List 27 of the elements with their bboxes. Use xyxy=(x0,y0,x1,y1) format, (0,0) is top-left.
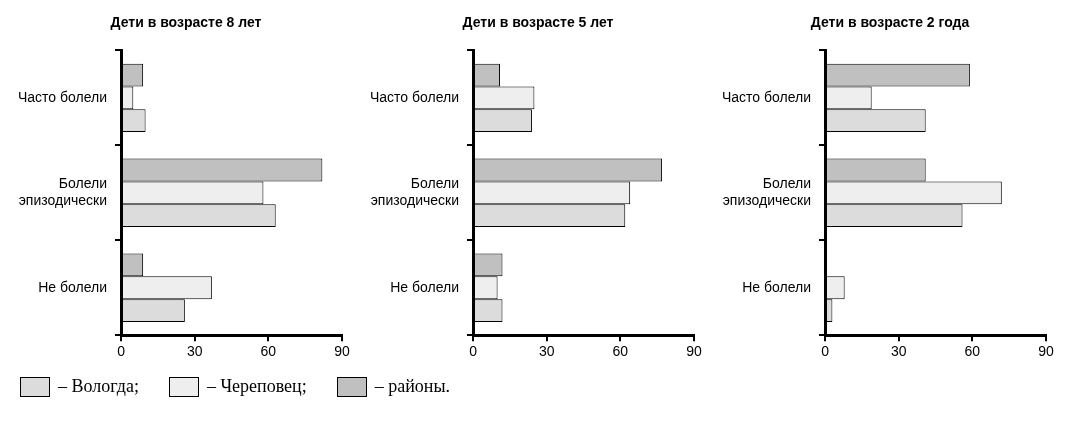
x-tick-label: 90 xyxy=(1038,343,1054,360)
y-tick-label: Не болели xyxy=(390,278,460,295)
chart-title: Дети в возрасте 5 лет xyxy=(461,13,615,32)
y-tick-label: Не болели xyxy=(38,278,108,295)
x-tick-label: 0 xyxy=(469,343,478,360)
y-tick-label: Часто болели xyxy=(369,88,460,105)
x-tick-label: 0 xyxy=(117,343,126,360)
y-tick-label: Болели эпизодически xyxy=(370,175,460,209)
y-tick-label: Болели эпизодически xyxy=(722,175,812,209)
x-tick-label: 60 xyxy=(964,343,981,360)
y-tick-label: Часто болели xyxy=(17,88,108,105)
x-tick-label: 30 xyxy=(890,343,907,360)
legend-label: – Череповец; xyxy=(206,376,307,397)
x-tick-label: 90 xyxy=(686,343,702,360)
x-tick-label: 90 xyxy=(334,343,350,360)
x-tick-label: 0 xyxy=(821,343,830,360)
y-tick-label: Не болели xyxy=(742,278,812,295)
y-tick-label: Часто болели xyxy=(721,88,812,105)
y-tick-label: Болели эпизодически xyxy=(18,175,108,209)
chart-title: Дети в возрасте 8 лет xyxy=(109,13,263,32)
legend-label: – районы. xyxy=(374,376,451,397)
chart-title: Дети в возрасте 2 года xyxy=(809,13,971,32)
x-tick-label: 60 xyxy=(260,343,277,360)
legend-label: – Вологда; xyxy=(58,376,139,397)
x-tick-label: 60 xyxy=(612,343,629,360)
x-tick-label: 30 xyxy=(538,343,555,360)
x-tick-label: 30 xyxy=(186,343,203,360)
